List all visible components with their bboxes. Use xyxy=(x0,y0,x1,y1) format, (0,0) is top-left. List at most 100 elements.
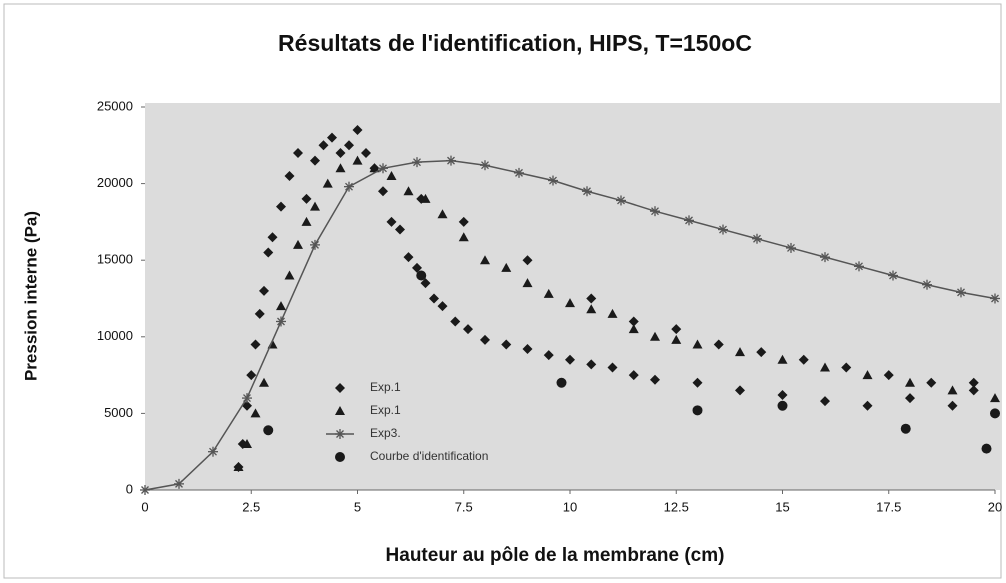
point xyxy=(777,354,788,364)
point xyxy=(403,186,414,196)
y-tick-label: 25000 xyxy=(97,98,133,113)
x-tick-label: 10 xyxy=(563,499,577,514)
point xyxy=(420,278,431,289)
point xyxy=(301,193,312,204)
point xyxy=(344,181,354,192)
point xyxy=(263,247,274,258)
legend-label: Exp.1 xyxy=(370,403,401,417)
y-tick-label: 0 xyxy=(126,481,133,496)
x-tick-label: 17.5 xyxy=(876,499,901,514)
point xyxy=(416,270,427,281)
point xyxy=(522,255,533,266)
legend-symbol xyxy=(335,452,345,462)
point xyxy=(140,485,150,495)
point xyxy=(543,288,554,298)
legend-symbol xyxy=(335,383,345,393)
point xyxy=(254,308,265,319)
point xyxy=(922,279,932,290)
chart-title: Résultats de l'identification, HIPS, T=1… xyxy=(278,30,752,56)
point xyxy=(480,160,490,171)
point xyxy=(862,400,873,411)
x-tick-label: 0 xyxy=(141,499,148,514)
point xyxy=(565,354,575,365)
point xyxy=(463,324,473,335)
point xyxy=(854,261,864,272)
point xyxy=(777,390,788,401)
point xyxy=(480,334,490,345)
point xyxy=(616,195,626,206)
point xyxy=(284,270,295,280)
point xyxy=(301,216,312,226)
point xyxy=(862,370,873,380)
point xyxy=(310,155,320,166)
point xyxy=(378,163,388,174)
point xyxy=(820,362,830,372)
point xyxy=(458,216,469,227)
star-stroke xyxy=(481,161,489,170)
star-stroke xyxy=(175,479,183,488)
point xyxy=(250,339,261,350)
point xyxy=(628,324,639,334)
point xyxy=(820,396,830,407)
point xyxy=(318,140,329,151)
point xyxy=(692,339,703,349)
point xyxy=(841,362,852,373)
point xyxy=(242,439,252,449)
legend-symbol xyxy=(335,406,345,415)
point xyxy=(582,186,592,197)
point xyxy=(888,270,898,281)
point xyxy=(412,157,422,168)
point xyxy=(403,252,414,263)
point xyxy=(369,163,380,173)
point xyxy=(361,147,371,158)
point xyxy=(522,278,533,288)
point xyxy=(692,377,703,388)
star-stroke xyxy=(685,216,693,225)
series-line xyxy=(144,159,996,491)
point xyxy=(628,316,639,327)
legend-symbol xyxy=(335,429,345,439)
point xyxy=(246,370,257,381)
star-stroke xyxy=(889,271,897,280)
x-tick-label: 20 xyxy=(988,499,1002,514)
point xyxy=(250,408,261,418)
point xyxy=(628,370,639,381)
x-tick-label: 15 xyxy=(775,499,789,514)
star-stroke xyxy=(447,156,455,165)
y-tick-label: 20000 xyxy=(97,175,133,190)
point xyxy=(386,216,397,227)
point xyxy=(322,178,333,188)
point xyxy=(242,393,252,404)
point xyxy=(947,385,958,395)
star-stroke xyxy=(549,176,557,185)
point xyxy=(378,186,388,197)
point xyxy=(692,405,703,416)
point xyxy=(259,377,269,387)
star-stroke xyxy=(957,288,965,297)
y-axis-label: Pression interne (Pa) xyxy=(21,211,40,381)
point xyxy=(756,347,767,358)
legend-label: Courbe d'identification xyxy=(370,449,488,463)
y-tick-label: 10000 xyxy=(97,328,133,343)
point xyxy=(259,285,269,296)
star-stroke xyxy=(753,234,761,243)
point xyxy=(263,425,274,436)
point xyxy=(293,147,303,158)
point xyxy=(208,446,218,457)
x-tick-label: 7.5 xyxy=(455,499,473,514)
point xyxy=(335,147,346,158)
point xyxy=(543,350,554,361)
point xyxy=(293,239,303,249)
point xyxy=(990,393,1000,403)
legend-label: Exp.1 xyxy=(370,380,401,394)
point xyxy=(450,316,461,327)
point xyxy=(276,316,286,327)
point xyxy=(429,293,439,304)
point xyxy=(437,209,448,219)
star-stroke xyxy=(277,317,285,326)
point xyxy=(174,478,184,489)
point xyxy=(820,252,830,263)
point xyxy=(501,262,512,272)
point xyxy=(607,362,618,373)
y-tick-label: 15000 xyxy=(97,252,133,267)
